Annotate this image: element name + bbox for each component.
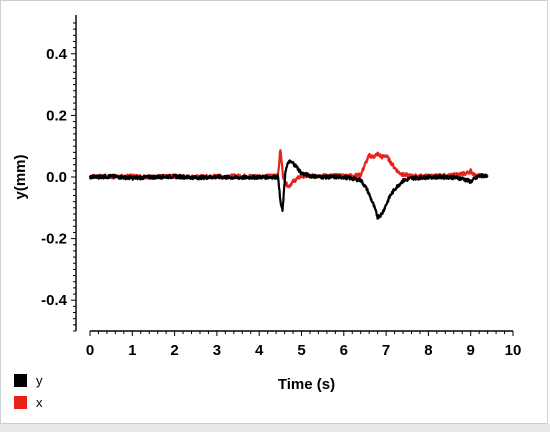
x-tick-label: 2 [170,342,178,359]
series-layer [88,149,489,220]
y-axis-title: y(mm) [12,154,29,199]
x-tick-label: 0 [86,342,94,359]
x-tick-label: 10 [505,342,522,359]
y-tick-label: -0.4 [41,292,68,309]
legend: yx [14,373,43,410]
y-tick-label: 0.0 [46,169,67,186]
legend-swatch-y [14,374,27,387]
x-tick-label: 7 [382,342,390,359]
x-tick-label: 3 [213,342,221,359]
legend-swatch-x [14,396,27,409]
series-line-x [89,149,489,189]
x-tick-label: 1 [128,342,136,359]
line-chart: Time (s) y(mm) 0 1 2 3 4 5 6 7 8 9 10 0.4 0.2 0.0 -0.2 -… [12,15,522,410]
x-tick-label: 6 [340,342,348,359]
series-line-y [88,159,489,220]
ticks: 0 1 2 3 4 5 6 7 8 9 10 0.4 0.2 0.0 -0.2 -0.4 [41,22,522,359]
window-bottom-edge [0,424,550,432]
legend-label-y: y [36,373,43,388]
legend-label-x: x [36,395,43,410]
x-tick-label: 8 [424,342,432,359]
x-tick-label: 9 [467,342,475,359]
chart-frame: Time (s) y(mm) 0 1 2 3 4 5 6 7 8 9 10 0.4 0.2 0.0 -0.2 -… [0,0,548,424]
x-tick-label: 4 [255,342,264,359]
y-tick-label: -0.2 [41,231,67,248]
y-tick-label: 0.2 [46,107,67,124]
x-tick-label: 5 [297,342,305,359]
x-axis-title: Time (s) [278,376,335,393]
y-tick-label: 0.4 [46,46,68,63]
axes: Time (s) y(mm) [12,15,513,393]
